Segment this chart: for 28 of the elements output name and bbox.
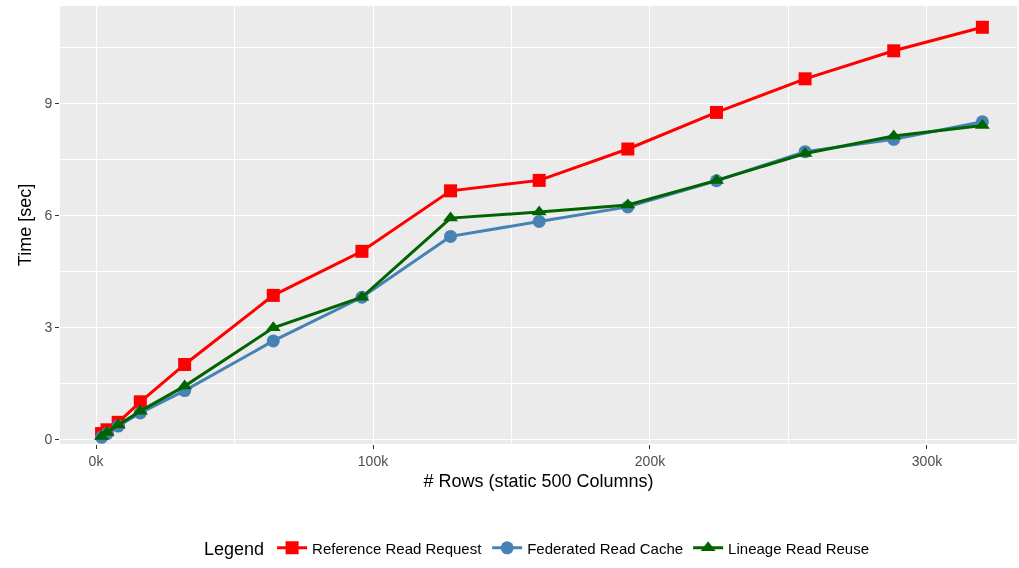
point: [709, 105, 723, 119]
y-axis-title: Time [sec]: [14, 183, 35, 267]
point: [444, 184, 458, 198]
y-tick-label: 3: [44, 319, 53, 336]
point: [178, 357, 192, 371]
legend-title: Legend: [204, 539, 265, 559]
point: [444, 229, 458, 243]
point: [621, 142, 635, 156]
point: [975, 20, 989, 34]
point: [355, 244, 369, 258]
point: [266, 334, 280, 348]
legend-label: Reference Read Request: [312, 539, 483, 557]
x-axis-title: # Rows (static 500 Columns): [423, 470, 654, 491]
x-tick-label: 0k: [88, 452, 105, 469]
y-tick-label: 9: [44, 94, 53, 111]
y-tick-label: 6: [44, 207, 53, 223]
y-tick-label: 0: [44, 431, 53, 448]
point: [133, 395, 147, 409]
point: [798, 72, 812, 86]
x-tick-label: 100k: [357, 452, 390, 469]
point: [266, 288, 280, 302]
point: [887, 44, 901, 58]
x-tick-label: 300k: [911, 452, 944, 469]
x-tick-label: 200k: [634, 452, 667, 469]
point: [532, 173, 546, 187]
legend-label: Lineage Read Reuse: [728, 539, 870, 557]
point: [532, 214, 546, 228]
legend-label: Federated Read Cache: [527, 539, 684, 557]
